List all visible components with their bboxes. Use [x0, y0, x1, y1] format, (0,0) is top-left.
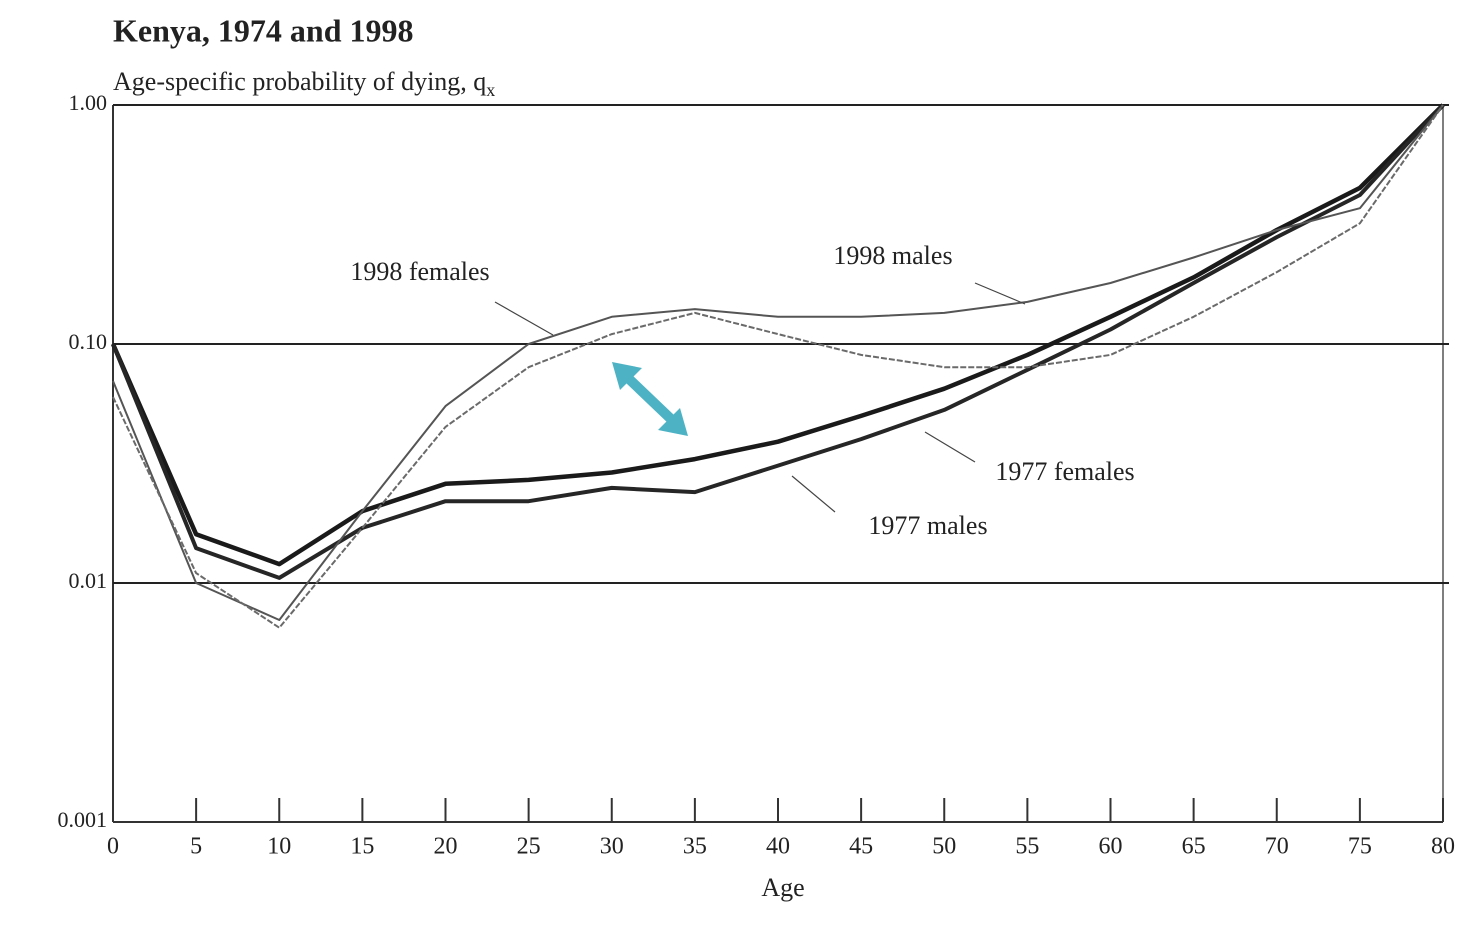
x-tick-label: 80 [1431, 834, 1455, 860]
x-tick-label: 75 [1348, 834, 1372, 860]
y-tick-label: 0.10 [69, 329, 108, 354]
chart-title: Kenya, 1974 and 1998 [113, 12, 413, 48]
series-label: 1977 males [868, 511, 987, 540]
x-tick-label: 55 [1015, 834, 1039, 860]
leader-line [974, 282, 1026, 305]
series-label: 1977 females [995, 457, 1134, 486]
series-line [112, 104, 1444, 621]
x-tick-label: 30 [600, 834, 624, 860]
series-line [112, 104, 1444, 629]
x-tick-label: 45 [849, 834, 873, 860]
x-tick-label: 40 [766, 834, 790, 860]
x-tick-label: 50 [932, 834, 956, 860]
series-line [110, 103, 1445, 567]
leader-line [494, 301, 554, 336]
y-tick-label: 0.001 [58, 807, 108, 832]
highlight-arrow [612, 362, 688, 436]
arrow-shaft [624, 374, 676, 424]
x-tick-label: 20 [434, 834, 458, 860]
x-tick-label: 65 [1182, 834, 1206, 860]
y-tick-label: 1.00 [69, 90, 108, 115]
x-tick-label: 0 [107, 834, 119, 860]
subtitle-main: Age-specific probability of dying, q [113, 67, 486, 96]
arrow-head [658, 408, 688, 436]
subtitle-subscript: x [486, 80, 495, 100]
y-tick-label: 0.01 [69, 568, 108, 593]
series-label: 1998 males [833, 241, 952, 270]
x-tick-label: 25 [517, 834, 541, 860]
arrow-head [612, 362, 642, 390]
leader-line [924, 431, 976, 463]
x-tick-label: 10 [267, 834, 291, 860]
series-label: 1998 females [350, 257, 489, 286]
x-tick-label: 35 [683, 834, 707, 860]
x-tick-label: 15 [350, 834, 374, 860]
series-line [111, 103, 1445, 580]
x-tick-label: 5 [190, 834, 202, 860]
chart-subtitle: Age-specific probability of dying, qx [113, 67, 495, 100]
x-tick-label: 70 [1265, 834, 1289, 860]
x-tick-label: 60 [1099, 834, 1123, 860]
x-axis-label: Age [761, 873, 804, 902]
leader-line [791, 475, 836, 513]
